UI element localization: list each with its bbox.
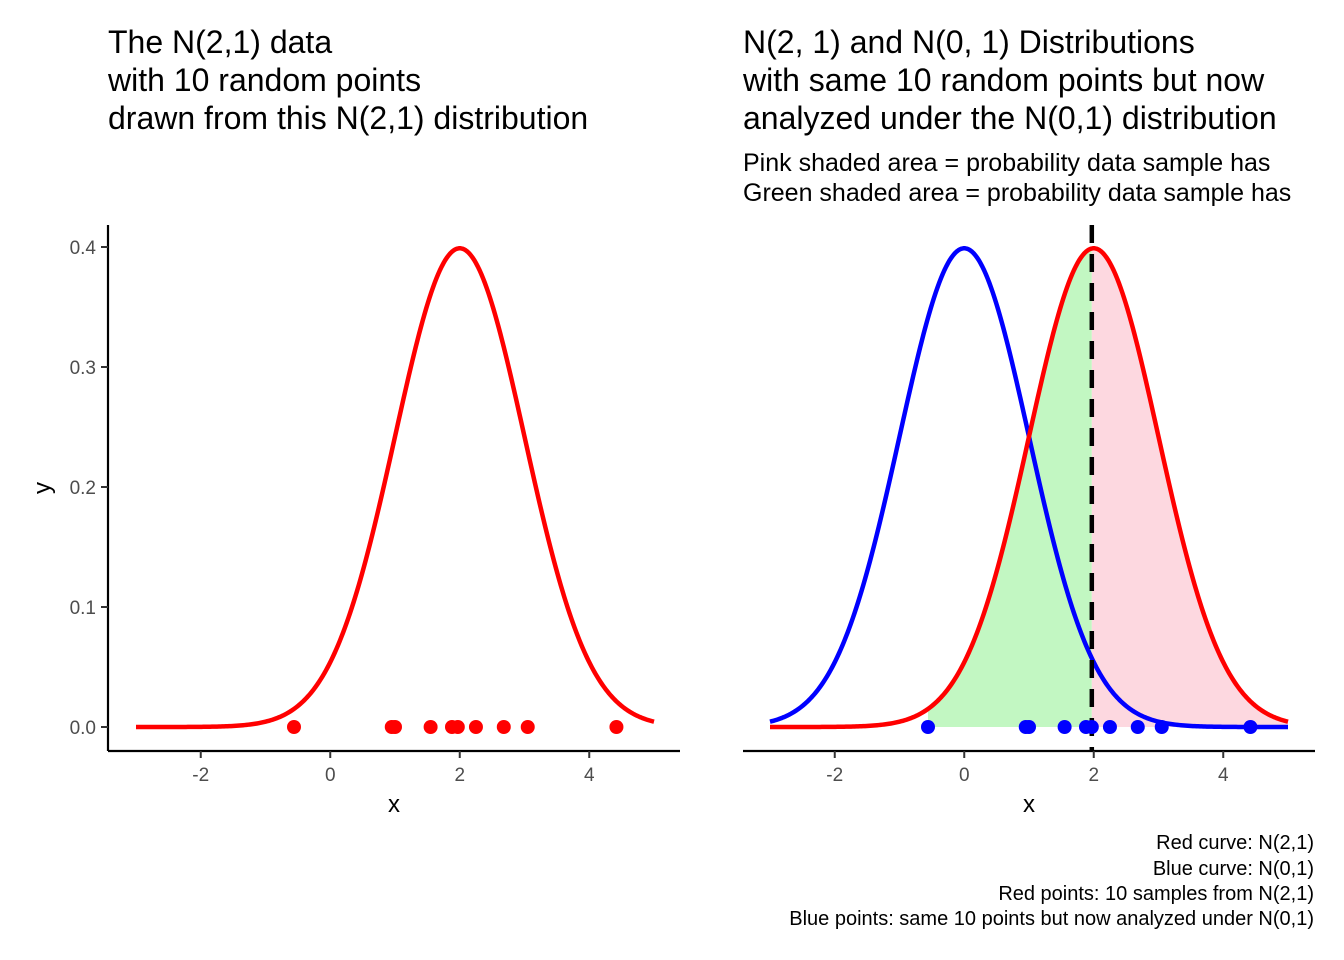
left-axis-ticks: -2 0 2 4 0.0 0.1 0.2 0.3 0.4 — [70, 238, 595, 786]
left-x-axis-title: x — [388, 791, 400, 818]
shaded-area-2 — [1091, 248, 1288, 727]
right-subtitle-line-1: Pink shaded area = probability data samp… — [743, 149, 1270, 177]
x-tick-label: 4 — [584, 765, 595, 786]
shaded-area-1 — [927, 248, 1092, 728]
data-point-6 — [1084, 720, 1099, 734]
data-point-9 — [520, 720, 535, 734]
data-point-7 — [468, 720, 483, 734]
right-plot-area — [769, 225, 1289, 751]
y-tick-label: 0.0 — [70, 718, 96, 739]
right-x-axis-title: x — [1023, 791, 1035, 818]
right-axis-ticks: -2 0 2 4 — [826, 751, 1229, 786]
left-plot-area — [135, 246, 655, 734]
x-tick-label: -2 — [826, 765, 843, 786]
x-tick-label: 4 — [1218, 765, 1229, 786]
left-title-line-2: with 10 random points — [107, 62, 421, 98]
data-point-7 — [1102, 720, 1117, 734]
x-tick-label: 0 — [325, 765, 336, 786]
left-panel: The N(2,1) data with 10 random points dr… — [29, 24, 680, 818]
data-point-8 — [496, 720, 511, 734]
right-title-line-3: analyzed under the N(0,1) distribution — [743, 100, 1277, 136]
x-tick-label: 0 — [959, 765, 970, 786]
data-point-3 — [388, 720, 402, 734]
right-panel: N(2, 1) and N(0, 1) Distributions with s… — [742, 24, 1315, 930]
data-point-10 — [1243, 720, 1258, 734]
right-title-line-2: with same 10 random points but now — [742, 62, 1265, 98]
right-caption-line-2: Blue curve: N(0,1) — [1153, 858, 1314, 880]
x-tick-label: 2 — [1088, 765, 1099, 786]
data-point-6 — [450, 720, 465, 734]
density-curve-n-2-1 — [135, 246, 655, 730]
right-subtitle-line-2: Green shaded area = probability data sam… — [743, 179, 1291, 207]
left-y-axis-title: y — [29, 482, 56, 494]
y-tick-label: 0.2 — [70, 478, 96, 499]
data-point-9 — [1154, 720, 1169, 734]
y-tick-label: 0.1 — [70, 598, 96, 619]
x-tick-label: -2 — [192, 765, 209, 786]
data-point-4 — [1057, 720, 1072, 734]
data-point-8 — [1130, 720, 1145, 734]
data-point-1 — [286, 720, 301, 734]
y-tick-label: 0.4 — [70, 238, 97, 259]
data-point-4 — [423, 720, 438, 734]
right-caption-line-4: Blue points: same 10 points but now anal… — [789, 908, 1314, 930]
data-point-3 — [1022, 720, 1036, 734]
left-title-line-3: drawn from this N(2,1) distribution — [108, 100, 588, 136]
right-title-line-1: N(2, 1) and N(0, 1) Distributions — [743, 24, 1195, 60]
data-point-10 — [609, 720, 624, 734]
x-tick-label: 2 — [454, 765, 465, 786]
right-caption-line-1: Red curve: N(2,1) — [1156, 832, 1314, 854]
left-title-line-1: The N(2,1) data — [108, 24, 332, 60]
right-caption-line-3: Red points: 10 samples from N(2,1) — [998, 883, 1314, 905]
density-curve-n-2-1 — [769, 246, 1289, 730]
data-point-1 — [920, 720, 935, 734]
y-tick-label: 0.3 — [70, 358, 96, 379]
